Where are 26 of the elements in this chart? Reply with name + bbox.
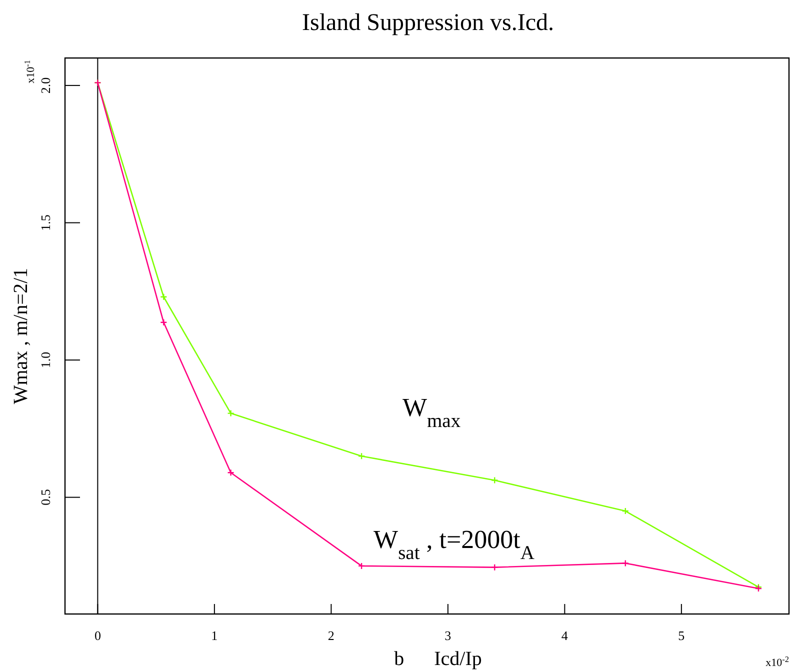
- point: [227, 469, 234, 476]
- point: [491, 564, 498, 571]
- text: x10$^{-2}$: [766, 654, 789, 669]
- series-label: W$_{sat}$ , t=2000t$_{A}$: [374, 524, 534, 564]
- point: [491, 476, 498, 484]
- x-tick-label: 3: [444, 628, 452, 643]
- x-tick-label: 2: [328, 628, 334, 643]
- x-tick-label: 5: [678, 628, 685, 643]
- point: [358, 562, 366, 570]
- point: [227, 410, 234, 417]
- point: [622, 560, 629, 567]
- y-tick-label: 1.5: [38, 214, 53, 231]
- x-axis-title: b Icd/Ip: [394, 648, 482, 670]
- x-tick-label: 4: [561, 628, 568, 643]
- y-tick-label: 2.0: [38, 77, 53, 94]
- y-tick-label: 0.5: [38, 489, 53, 506]
- chart-title: Island Suppression vs.Icd.: [302, 10, 554, 36]
- point: [622, 507, 629, 515]
- y-tick-label: 1.0: [38, 352, 53, 368]
- point: [160, 318, 168, 326]
- point: [160, 293, 168, 300]
- series-label: W$_{max}$: [402, 393, 461, 432]
- x-tick-label: 1: [211, 628, 218, 643]
- point: [358, 452, 366, 460]
- y-axis-title: Wmax , m/n=2/1: [10, 268, 32, 404]
- x-tick-label: 0: [94, 628, 101, 643]
